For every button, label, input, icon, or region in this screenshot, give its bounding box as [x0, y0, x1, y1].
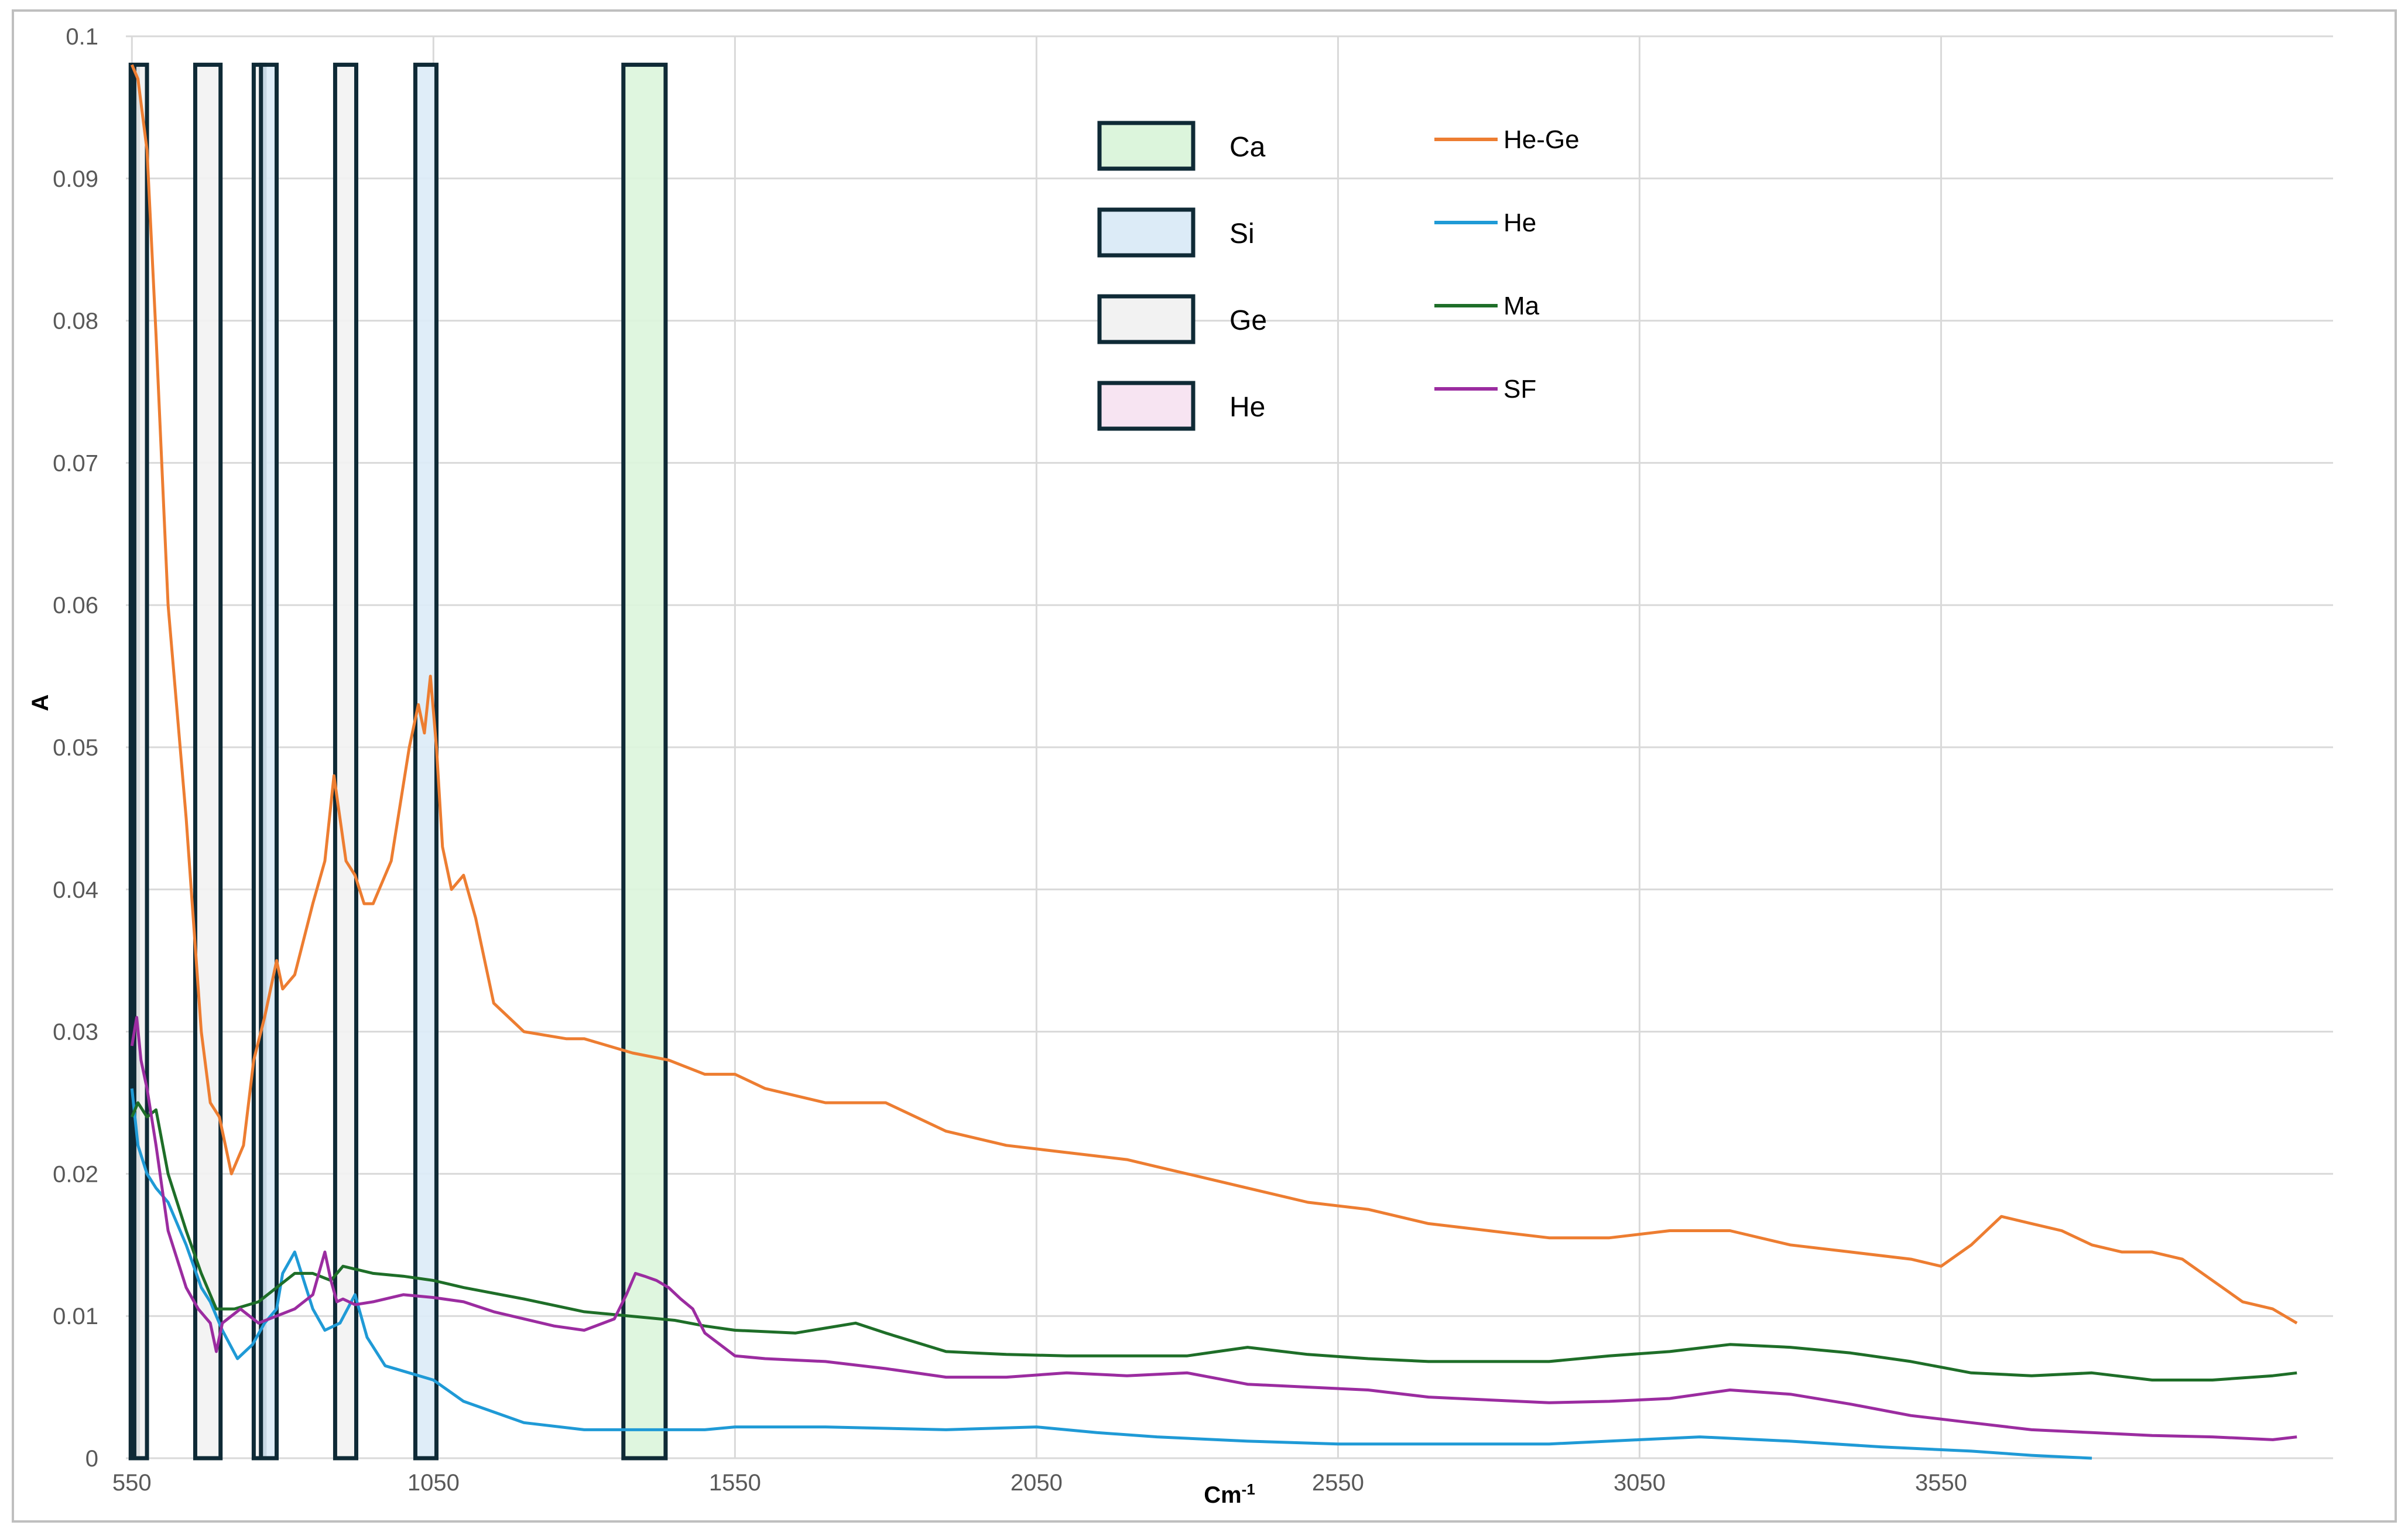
band-legend-label: Ca: [1229, 132, 1266, 163]
band-legend-label: Ge: [1229, 305, 1267, 336]
series-legend-label: He-Ge: [1503, 125, 1580, 154]
series-line-sf: [130, 1015, 2297, 1441]
x-axis-label-base: Cm: [1204, 1482, 1241, 1508]
y-tick-label: 0.05: [53, 735, 98, 761]
band-ge: [193, 63, 223, 1461]
series-line-he: [130, 1088, 2092, 1460]
x-tick-label: 2550: [1312, 1470, 1364, 1496]
x-tick-label: 550: [112, 1470, 152, 1496]
band-legend: Ca Si Ge He: [1097, 121, 1267, 431]
series-layer: [130, 64, 2298, 1460]
band-legend-label: He: [1229, 392, 1265, 423]
series-legend-label: Ma: [1503, 292, 1540, 320]
x-tick-label: 1550: [709, 1470, 761, 1496]
series-legend: He-Ge He Ma SF: [1434, 125, 1580, 403]
series-line-ma: [130, 1101, 2297, 1381]
chart-border: [12, 9, 2397, 1523]
y-axis: 0 0.01 0.02 0.03 0.04 0.05 0.06 0.07 0.08 0.09 0.1: [53, 24, 98, 1472]
y-tick-label: 0.1: [66, 24, 98, 50]
series-line-he-ge: [130, 64, 2298, 1325]
x-tick-label: 3050: [1614, 1470, 1666, 1496]
x-axis-label-superscript: -1: [1242, 1480, 1255, 1498]
band-layer: [128, 63, 668, 1461]
band-legend-swatch-ge: [1097, 294, 1196, 344]
y-tick-label: 0.08: [53, 309, 98, 334]
series-legend-label: He: [1503, 208, 1536, 237]
band-legend-swatch-ca: [1097, 121, 1196, 171]
y-tick-label: 0.04: [53, 877, 98, 903]
band-legend-swatch-he: [1097, 381, 1196, 431]
band-ge: [333, 63, 358, 1461]
band-si: [413, 63, 439, 1461]
y-axis-label: A: [28, 695, 53, 712]
y-tick-label: 0: [85, 1446, 98, 1472]
x-tick-label: 2050: [1011, 1470, 1063, 1496]
band-legend-label: Si: [1229, 218, 1255, 249]
x-axis-label: Cm-1: [1204, 1480, 1255, 1508]
series-legend-label: SF: [1503, 375, 1536, 403]
band-legend-swatch-si: [1097, 207, 1196, 258]
x-tick-label: 3550: [1915, 1470, 1967, 1496]
band-si: [259, 63, 279, 1461]
y-tick-label: 0.09: [53, 166, 98, 192]
y-tick-label: 0.01: [53, 1304, 98, 1329]
y-tick-label: 0.03: [53, 1020, 98, 1045]
y-tick-label: 0.06: [53, 593, 98, 618]
band-ge: [132, 63, 149, 1461]
y-tick-label: 0.07: [53, 450, 98, 476]
band-ca: [621, 63, 668, 1461]
y-tick-label: 0.02: [53, 1161, 98, 1187]
x-axis: 550 1050 1550 2050 2550 3050 3550: [112, 1470, 1967, 1496]
x-tick-label: 1050: [407, 1470, 460, 1496]
